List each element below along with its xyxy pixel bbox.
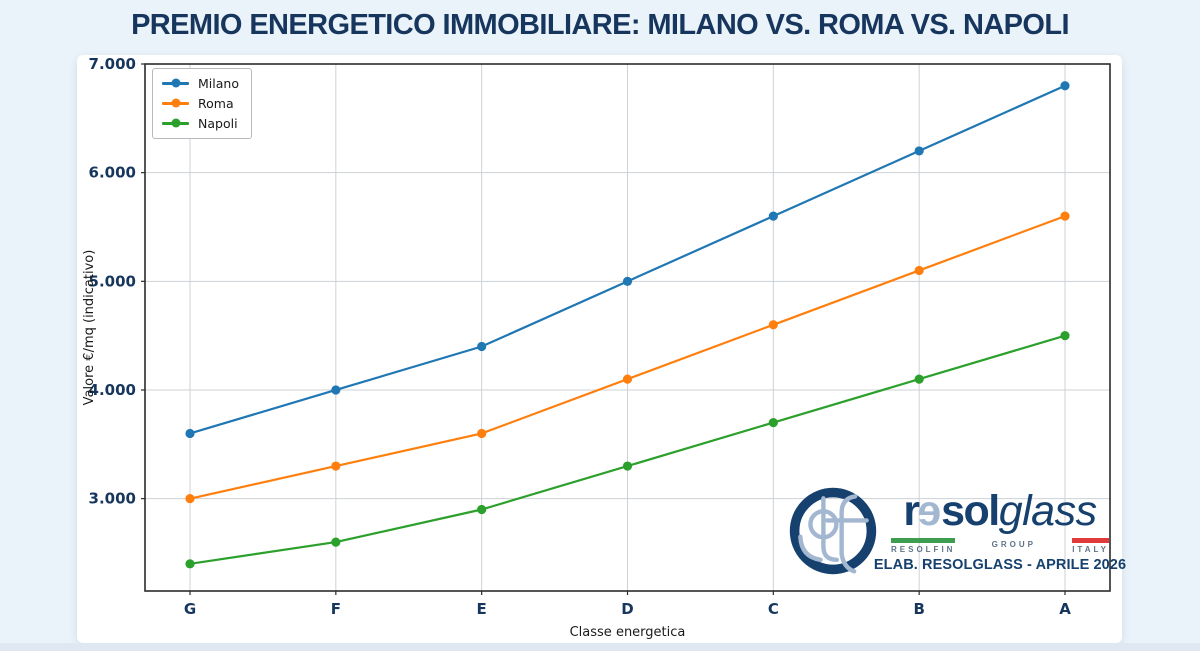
line-chart: G F E D C B A 3.000 4.000 5.000 6.000 7.000 Classe e… — [82, 55, 1111, 640]
resolglass-wordmark: resolglass — [903, 486, 1097, 535]
svg-text:D: D — [621, 600, 633, 618]
wordmark-reversed-e: e — [918, 486, 942, 535]
svg-text:3.000: 3.000 — [89, 490, 136, 508]
legend-label: Roma — [198, 96, 234, 111]
legend-item-napoli: Napoli — [162, 115, 239, 132]
svg-text:B: B — [913, 600, 924, 618]
legend-line-marker-icon — [162, 118, 189, 128]
legend-line-marker-icon — [162, 98, 189, 108]
chart-legend: Milano Roma Napoli — [152, 68, 252, 139]
svg-text:C: C — [768, 600, 779, 618]
wordmark-r: r — [903, 486, 920, 535]
svg-text:Valore €/mq (indicativo): Valore €/mq (indicativo) — [82, 250, 97, 406]
resolglass-logo: resolglass RESOLFIN GROUP ITALY ELAB. RE… — [785, 483, 1126, 579]
elaboration-note: ELAB. RESOLGLASS - APRILE 2026 — [873, 556, 1127, 573]
wordmark-sol: sol — [941, 486, 1000, 535]
svg-text:4.000: 4.000 — [89, 381, 136, 399]
logo-caption-row: RESOLFIN GROUP ITALY — [891, 537, 1109, 554]
svg-text:5.000: 5.000 — [89, 272, 136, 290]
svg-text:A: A — [1059, 600, 1071, 618]
group-label: GROUP — [991, 539, 1036, 549]
legend-label: Milano — [198, 76, 239, 91]
bottom-strip — [0, 643, 1200, 651]
legend-label: Napoli — [198, 116, 238, 131]
svg-text:F: F — [331, 600, 341, 618]
legend-line-marker-icon — [162, 78, 189, 88]
italy-label: ITALY — [1072, 537, 1109, 554]
wordmark-glass: glass — [998, 486, 1097, 535]
page-title: PREMIO ENERGETICO IMMOBILIARE: MILANO VS… — [131, 9, 1069, 41]
svg-text:G: G — [184, 600, 196, 618]
legend-item-milano: Milano — [162, 75, 239, 92]
svg-text:7.000: 7.000 — [89, 55, 136, 73]
resolglass-emblem-icon — [789, 487, 877, 575]
svg-text:Classe energetica: Classe energetica — [570, 625, 686, 640]
svg-text:E: E — [477, 600, 487, 618]
legend-item-roma: Roma — [162, 95, 239, 112]
resolfin-label: RESOLFIN — [891, 537, 956, 554]
svg-text:6.000: 6.000 — [89, 164, 136, 182]
chart-card: G F E D C B A 3.000 4.000 5.000 6.000 7.000 Classe e… — [77, 55, 1126, 643]
